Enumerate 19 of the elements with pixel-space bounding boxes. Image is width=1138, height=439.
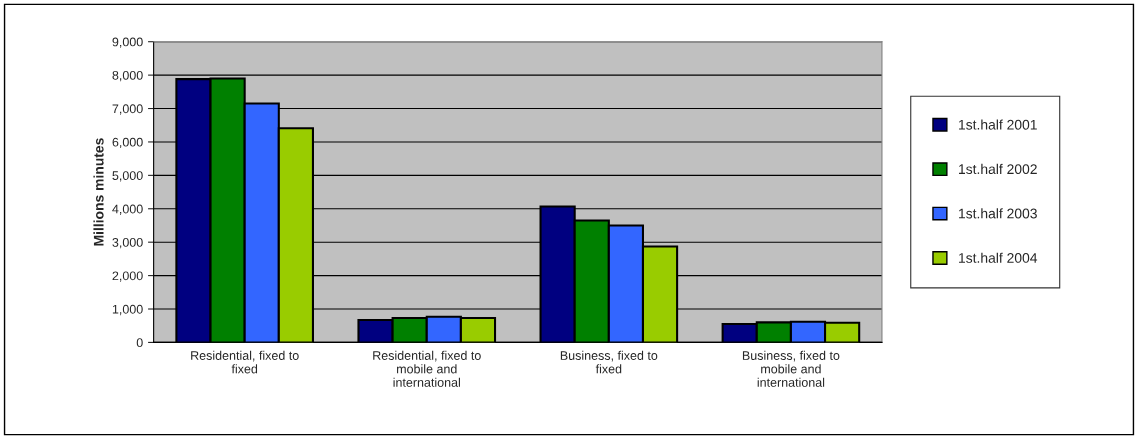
y-tick-label: 6,000 xyxy=(112,137,143,149)
y-tick-label: 7,000 xyxy=(112,104,143,115)
y-tick-label: 8,000 xyxy=(112,70,143,82)
legend-label: 1st.half 2002 xyxy=(959,163,1037,175)
x-tick-label: Residential, fixed to mobile and international xyxy=(373,350,481,387)
x-tick-label: Business, fixed to mobile and international xyxy=(742,350,840,387)
y-axis-title: Millions minutes xyxy=(93,138,104,246)
x-tick-label: Business, fixed to fixed xyxy=(560,350,658,374)
x-tick-label: Residential, fixed to fixed xyxy=(191,350,299,374)
y-tick-label: 4,000 xyxy=(112,204,143,215)
y-tick-label: 1,000 xyxy=(112,304,143,316)
legend-label: 1st.half 2003 xyxy=(959,208,1037,219)
y-tick-label: 3,000 xyxy=(112,237,143,249)
legend-label: 1st.half 2004 xyxy=(959,252,1038,263)
y-tick-label: 0 xyxy=(136,338,143,348)
y-tick-label: 5,000 xyxy=(112,171,143,182)
y-tick-label: 9,000 xyxy=(112,37,143,48)
y-tick-label: 2,000 xyxy=(112,271,143,282)
legend-label: 1st.half 2001 xyxy=(959,119,1037,130)
